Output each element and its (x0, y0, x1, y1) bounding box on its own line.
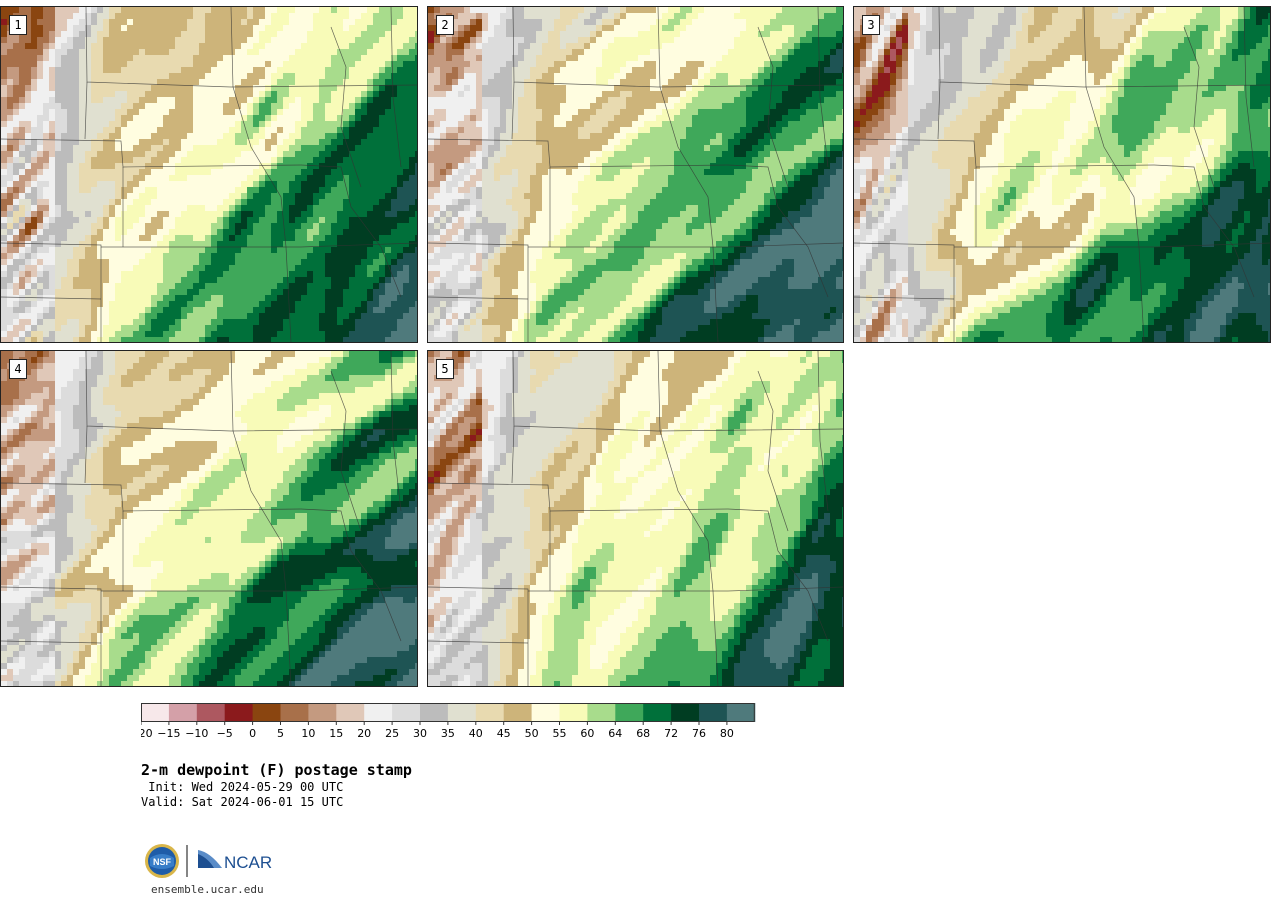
colorbar-tick-label: −20 (141, 727, 153, 740)
colorbar-tick-label: 0 (249, 727, 256, 740)
colorbar-swatch (224, 703, 254, 722)
map-field (1, 351, 417, 686)
map-field (428, 351, 843, 686)
map-field (428, 7, 843, 342)
site-url: ensemble.ucar.edu (151, 883, 264, 896)
colorbar-tick-label: 55 (553, 727, 567, 740)
colorbar-swatch (503, 703, 533, 722)
colorbar-tick-label: 25 (385, 727, 399, 740)
colorbar-tick-label: 5 (277, 727, 284, 740)
colorbar-swatch (671, 703, 700, 722)
map-field (1, 7, 417, 342)
logos: NSF NCAR (144, 842, 274, 880)
colorbar-swatch (699, 703, 728, 722)
colorbar-swatch (587, 703, 616, 722)
colorbar-tick-label: 50 (525, 727, 539, 740)
state-boundaries (854, 7, 1270, 342)
panel-number: 5 (436, 359, 454, 379)
colorbar-tick-label: 20 (357, 727, 371, 740)
state-boundaries (428, 351, 843, 686)
colorbar-tick-label: 40 (469, 727, 483, 740)
panel-number: 3 (862, 15, 880, 35)
colorbar-swatch (559, 703, 588, 722)
colorbar-swatch (141, 703, 170, 722)
colorbar-swatch (475, 703, 505, 722)
init-time: Init: Wed 2024-05-29 00 UTC (141, 780, 344, 794)
panel-number: 4 (9, 359, 27, 379)
colorbar-swatch (420, 703, 449, 722)
dewpoint-field (428, 7, 843, 342)
colorbar-tick-label: −5 (217, 727, 233, 740)
colorbar-swatch (168, 703, 198, 722)
colorbar-tick-label: 72 (664, 727, 678, 740)
colorbar-tick-label: 30 (413, 727, 427, 740)
map-panel-2: 2 (427, 6, 844, 343)
colorbar-swatch (447, 703, 477, 722)
colorbar-swatch (252, 703, 281, 722)
nsf-logo-text: NSF (153, 857, 172, 867)
map-field (854, 7, 1270, 342)
colorbar-swatch (531, 703, 560, 722)
map-panel-5: 5 (427, 350, 844, 687)
colorbar-tick-label: 68 (636, 727, 650, 740)
nsf-logo: NSF (145, 844, 179, 878)
dewpoint-field (1, 351, 417, 686)
colorbar-swatch (726, 703, 756, 722)
product-title: 2-m dewpoint (F) postage stamp (141, 761, 412, 779)
colorbar-swatch (392, 703, 421, 722)
colorbar-swatch (280, 703, 309, 722)
colorbar-tick-label: 80 (720, 727, 734, 740)
colorbar-tick-label: −10 (185, 727, 208, 740)
ncar-logo: NCAR (198, 850, 272, 872)
colorbar-swatch (643, 703, 672, 722)
dewpoint-field (428, 351, 843, 686)
map-panel-3: 3 (853, 6, 1271, 343)
colorbar-swatch (615, 703, 644, 722)
panel-number: 1 (9, 15, 27, 35)
colorbar-swatch (364, 703, 393, 722)
state-boundaries (1, 351, 417, 686)
colorbar-tick-label: 64 (608, 727, 622, 740)
colorbar-tick-label: 35 (441, 727, 455, 740)
colorbar-tick-label: 10 (301, 727, 315, 740)
map-panel-4: 4 (0, 350, 418, 687)
panel-number: 2 (436, 15, 454, 35)
colorbar-tick-label: 15 (329, 727, 343, 740)
colorbar: −20 −15 −10 −5 0 5 10 15 20 25 30 35 40 45 50 55 60 64 68 7… (141, 703, 756, 740)
colorbar-tick-label: 76 (692, 727, 706, 740)
map-panel-1: 1 (0, 6, 418, 343)
colorbar-swatch (196, 703, 226, 722)
ncar-logo-text: NCAR (224, 853, 272, 872)
colorbar-border (141, 703, 755, 722)
dewpoint-field (854, 7, 1270, 342)
colorbar-swatch (336, 703, 365, 722)
colorbar-swatch (308, 703, 337, 722)
colorbar-tick-label: −15 (157, 727, 180, 740)
dewpoint-field (1, 7, 417, 342)
state-boundaries (428, 7, 843, 342)
valid-time: Valid: Sat 2024-06-01 15 UTC (141, 795, 344, 809)
state-boundaries (1, 7, 417, 342)
colorbar-tick-label: 60 (580, 727, 594, 740)
colorbar-tick-label: 45 (497, 727, 511, 740)
